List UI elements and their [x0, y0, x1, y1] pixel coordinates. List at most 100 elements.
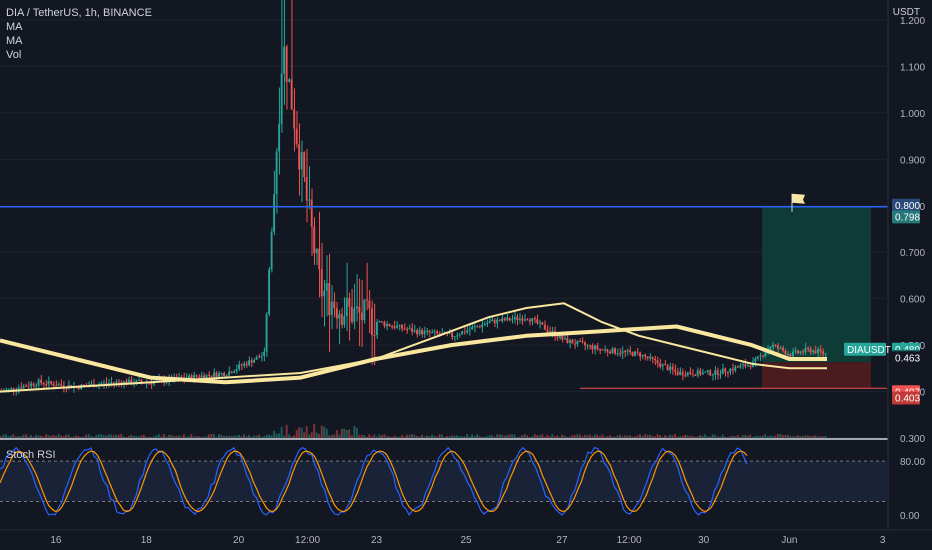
- candle-body: [398, 324, 401, 326]
- candle-body: [303, 151, 306, 178]
- volume-bar: [596, 434, 599, 438]
- candle-body: [716, 370, 719, 375]
- stoch-rsi-label[interactable]: Stoch RSI: [6, 449, 56, 461]
- volume-bar: [263, 436, 266, 438]
- volume-bar: [328, 435, 331, 438]
- volume-bar: [749, 434, 752, 438]
- volume-bar: [456, 435, 459, 438]
- volume-bar: [706, 436, 709, 438]
- candle-body: [611, 348, 614, 354]
- candle-body: [338, 313, 341, 319]
- volume-bar: [603, 436, 606, 438]
- candle-body: [756, 356, 759, 359]
- candle-body: [313, 226, 316, 254]
- candle-body: [461, 331, 464, 335]
- volume-bar: [190, 434, 193, 438]
- volume-bar: [491, 435, 494, 438]
- volume-bar: [273, 430, 276, 438]
- candle-body: [353, 308, 356, 322]
- volume-bar: [162, 434, 165, 438]
- volume-bar: [293, 435, 296, 438]
- volume-bar: [390, 436, 393, 438]
- candle-body: [816, 349, 819, 354]
- volume-bar: [796, 435, 799, 438]
- volume-bar: [729, 436, 732, 438]
- rsi-tick-label: 80.00: [900, 457, 925, 468]
- volume-bar: [87, 434, 90, 438]
- volume-bar: [35, 435, 37, 438]
- candle-body: [385, 324, 388, 326]
- rsi-band: [0, 461, 887, 502]
- volume-bar: [423, 436, 426, 438]
- volume-bar: [177, 435, 180, 438]
- candle-body: [345, 298, 348, 317]
- volume-indicator[interactable]: Vol: [6, 49, 22, 61]
- volume-bar: [453, 435, 456, 438]
- volume-bar: [571, 434, 574, 438]
- candle-body: [463, 331, 466, 333]
- volume-bar: [235, 435, 238, 438]
- candle-body: [616, 353, 619, 355]
- volume-bar: [47, 435, 50, 438]
- volume-bar: [488, 435, 491, 438]
- candle-body: [809, 348, 812, 353]
- volume-bar: [353, 425, 356, 438]
- candle-body: [375, 322, 378, 336]
- candle-body: [598, 349, 601, 351]
- candle-body: [576, 340, 579, 345]
- candle-body: [245, 363, 248, 366]
- volume-bar: [125, 436, 128, 438]
- volume-bar: [60, 435, 63, 438]
- ma-indicator-1[interactable]: MA: [6, 21, 23, 33]
- y-tick-label: 0.300: [900, 434, 925, 445]
- candle-body: [699, 370, 702, 375]
- volume-bar: [228, 435, 230, 438]
- candle-body: [416, 330, 418, 335]
- volume-bar: [631, 436, 634, 438]
- volume-bar: [157, 434, 160, 438]
- volume-bar: [248, 434, 251, 438]
- candle-body: [448, 333, 451, 335]
- candle-body: [526, 319, 529, 321]
- volume-bar: [260, 436, 263, 438]
- volume-bar: [516, 436, 519, 438]
- y-tick-label: 1.200: [900, 16, 925, 27]
- ma-indicator-2[interactable]: MA: [6, 35, 23, 47]
- candle-body: [413, 330, 416, 332]
- volume-bar: [192, 436, 195, 438]
- volume-bar: [511, 434, 514, 438]
- volume-bar: [666, 436, 669, 438]
- badge-entry-price: 0.463: [895, 353, 920, 364]
- volume-bar: [0, 436, 2, 438]
- candle-body: [57, 384, 60, 386]
- flag-icon[interactable]: [791, 193, 805, 212]
- volume-bar: [82, 436, 85, 438]
- badge-symbol-bg: [844, 342, 886, 356]
- volume-bar: [218, 434, 220, 438]
- candle-body: [405, 329, 408, 331]
- volume-bar: [583, 434, 586, 438]
- candle-body: [60, 384, 63, 386]
- volume-bar: [523, 434, 526, 438]
- volume-bar: [518, 436, 521, 438]
- candle-body: [761, 355, 764, 357]
- candle-body: [471, 327, 474, 330]
- candle-body: [250, 360, 253, 363]
- volume-bar: [233, 435, 235, 438]
- candle-body: [769, 347, 772, 350]
- candle-body: [806, 347, 809, 349]
- volume-bar: [533, 434, 536, 438]
- candle-body: [536, 319, 539, 324]
- candle-body: [523, 319, 526, 321]
- candle-body: [624, 351, 626, 353]
- candle-body: [403, 328, 406, 330]
- volume-bar: [621, 436, 624, 438]
- candle-body: [541, 322, 544, 325]
- candle-body: [481, 324, 484, 328]
- volume-bar: [358, 434, 361, 438]
- candle-body: [373, 335, 376, 337]
- volume-bar: [385, 435, 388, 438]
- candle-body: [706, 370, 709, 372]
- badge-entry-price-bg: [892, 351, 922, 365]
